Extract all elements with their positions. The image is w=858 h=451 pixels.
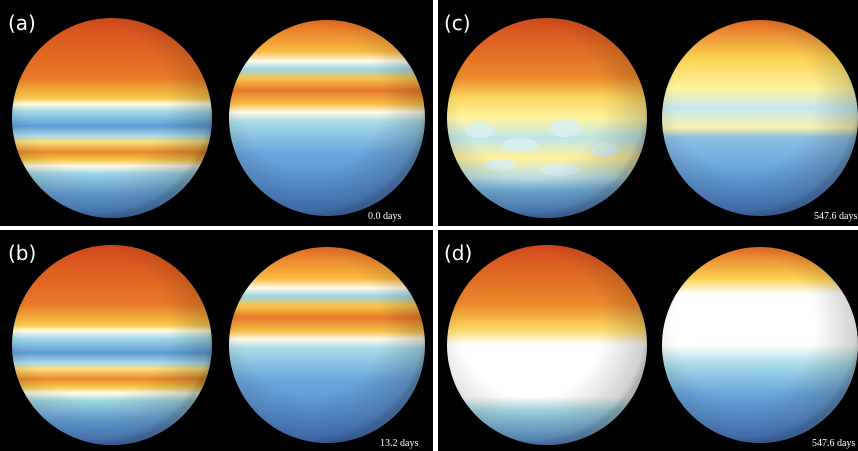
time-label: 0.0 days xyxy=(368,211,401,222)
sphere-shade xyxy=(662,20,858,216)
sphere-shade xyxy=(229,247,425,443)
sphere-shade xyxy=(12,18,212,218)
sphere-shade xyxy=(447,18,647,218)
time-label: 547.6 days xyxy=(812,438,855,449)
sphere-shade xyxy=(447,245,647,445)
time-label: 13.2 days xyxy=(380,438,418,449)
panel-label: (c) xyxy=(444,11,471,35)
figure: (a) (b) (c) (d) 0.0 days 13.2 days 547.6… xyxy=(0,0,858,451)
time-label: 547.6 days xyxy=(814,211,857,222)
sphere-shade xyxy=(229,20,425,216)
panel-label: (a) xyxy=(8,11,36,35)
panel-label: (b) xyxy=(8,241,36,265)
sphere-shade xyxy=(12,245,212,445)
panel-label: (d) xyxy=(444,241,472,265)
sphere-shade xyxy=(662,247,858,443)
